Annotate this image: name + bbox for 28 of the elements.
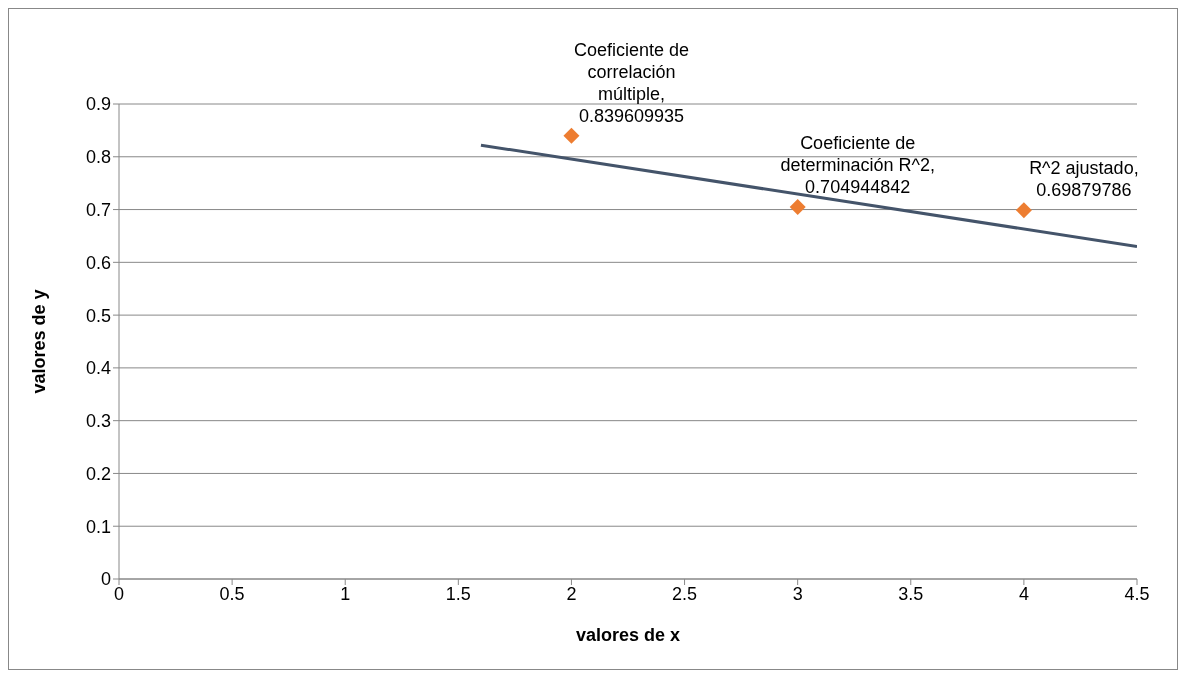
- x-tick-label: 0: [113, 583, 125, 604]
- y-tick-label: 0.9: [85, 94, 111, 115]
- x-axis-title: valores de x: [575, 625, 681, 645]
- point: [789, 198, 806, 215]
- y-tick-label: 0.7: [85, 199, 111, 220]
- y-tick-label: 0: [100, 569, 111, 590]
- y-tick-label: 0.6: [85, 252, 111, 273]
- y-tick-label: 0.2: [85, 463, 111, 484]
- y-tick-label: 0.5: [85, 305, 111, 326]
- annotation: Coeficiente de determinación R^2, 0.704944842: [780, 132, 935, 197]
- y-tick-label: 0.4: [85, 358, 111, 379]
- x-tick-label: 1: [340, 583, 351, 604]
- y-tick-label: 0.3: [85, 411, 111, 432]
- y-tick-label: 0.1: [85, 516, 111, 537]
- x-tick-label: 4.5: [1124, 583, 1150, 604]
- point: [563, 127, 580, 144]
- point: [1015, 202, 1032, 219]
- x-tick-label: 2: [566, 583, 577, 604]
- y-axis-title: valores de y: [29, 289, 50, 394]
- annotation: Coeficiente de correlación múltiple, 0.839609935: [573, 39, 689, 126]
- y-tick-label: 0.8: [85, 147, 111, 168]
- x-tick-label: 2.5: [672, 583, 698, 604]
- x-tick-label: 4: [1018, 583, 1029, 604]
- annotation: R^2 ajustado, 0.69879786: [1029, 158, 1139, 201]
- x-tick-label: 0.5: [219, 583, 245, 604]
- x-tick-label: 1.5: [445, 583, 471, 604]
- x-tick-label: 3: [792, 583, 803, 604]
- x-tick-label: 3.5: [898, 583, 924, 604]
